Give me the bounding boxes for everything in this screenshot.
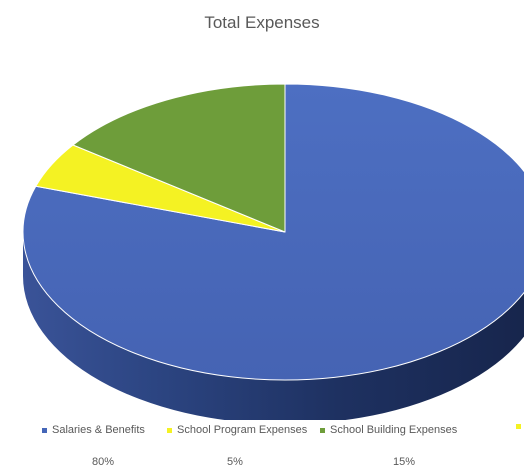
pie-side-wall (23, 232, 524, 420)
percent-label-salaries: 80% (92, 456, 115, 468)
legend-label-salaries: Salaries & Benefits (52, 424, 145, 436)
legend-item-school-building: School Building Expenses (320, 424, 457, 436)
legend-item-salaries: Salaries & Benefits (42, 424, 145, 436)
percent-label-school-program: 5% (227, 456, 243, 468)
percent-label-school-building: 15% (393, 456, 416, 468)
legend: Salaries & Benefits School Program Expen… (0, 424, 524, 444)
chart-title: Total Expenses (204, 13, 320, 32)
pie-chart (22, 83, 524, 420)
pie-slice-school-building (72, 83, 286, 233)
legend-item-truncated (516, 424, 524, 429)
legend-swatch-school-building (320, 427, 325, 433)
pie-slice-salaries (22, 83, 524, 381)
percent-labels: 80% 5% 15% (0, 456, 524, 472)
legend-swatch-salaries (42, 427, 47, 433)
legend-item-school-program: School Program Expenses (167, 424, 307, 436)
legend-label-school-building: School Building Expenses (330, 424, 458, 436)
legend-swatch-truncated (516, 424, 521, 429)
pie-top-faces (22, 83, 524, 381)
pie-side-salaries (23, 232, 524, 420)
legend-label-school-program: School Program Expenses (177, 424, 308, 436)
legend-swatch-school-program (167, 427, 172, 433)
